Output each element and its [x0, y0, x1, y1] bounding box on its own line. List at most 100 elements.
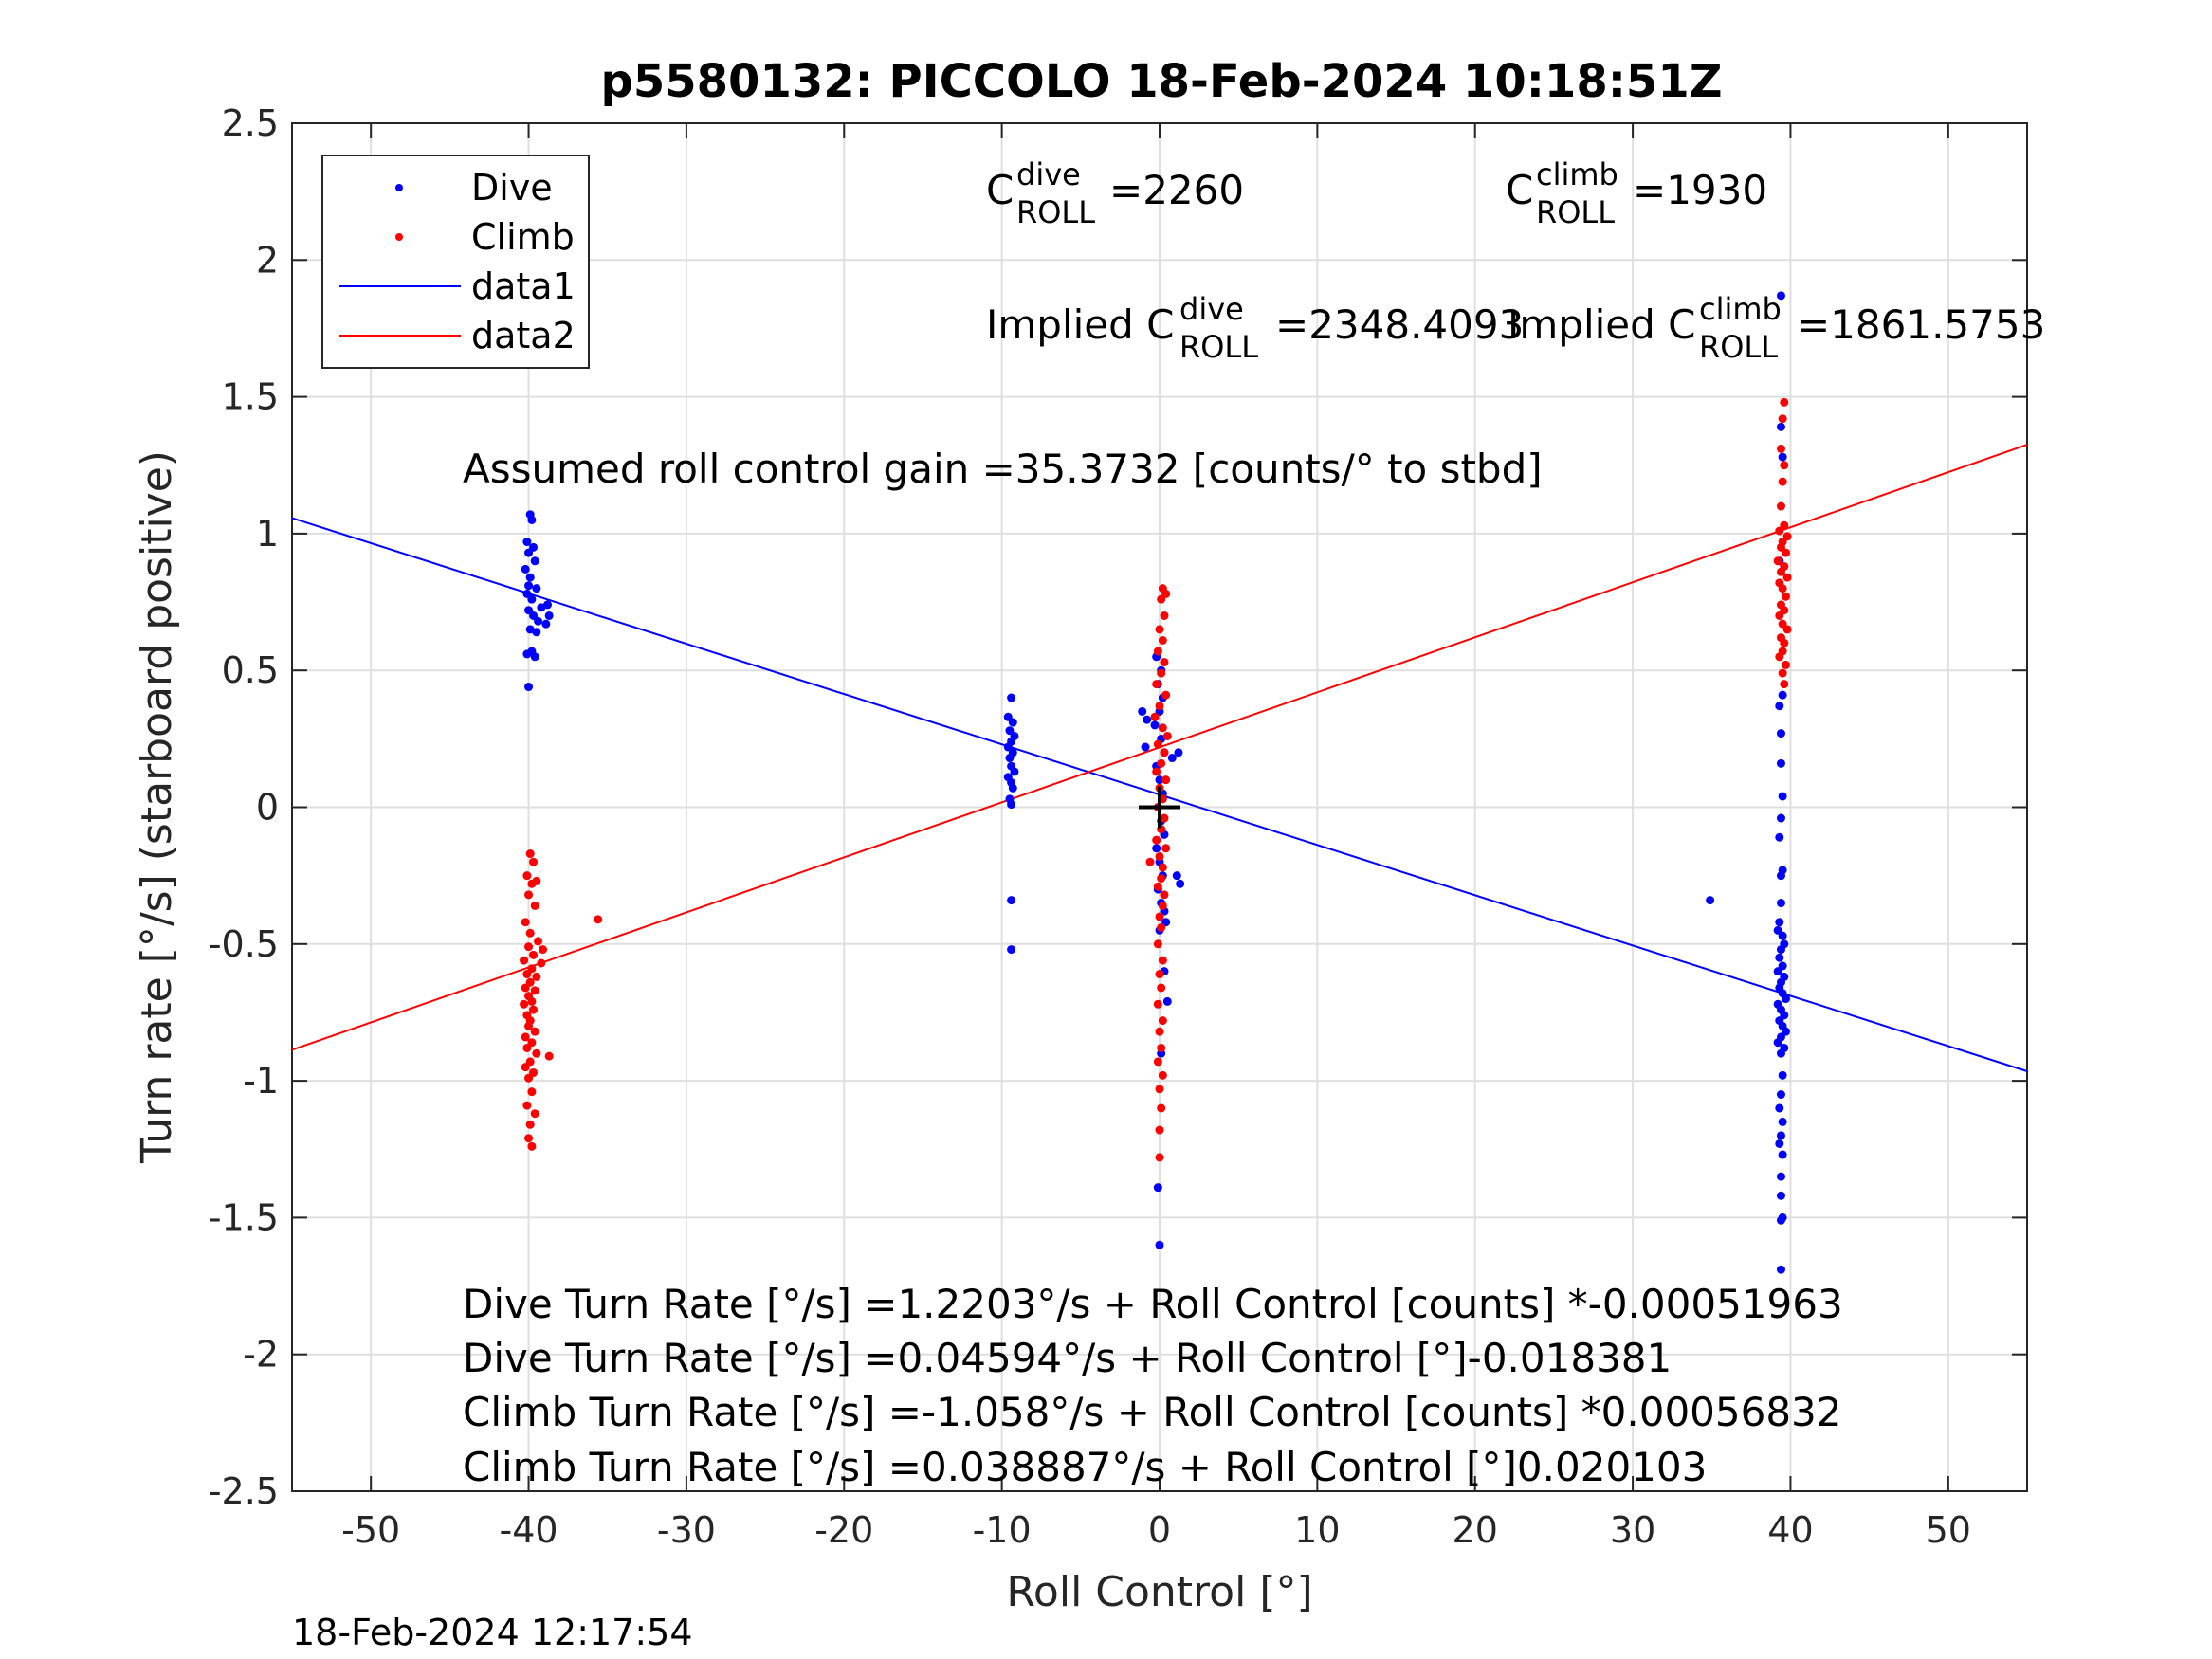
point-climb — [530, 1027, 539, 1036]
point-climb — [1780, 397, 1789, 407]
point-climb — [1155, 625, 1164, 634]
point-climb — [1155, 1027, 1164, 1036]
point-climb — [522, 871, 532, 881]
legend-data2-label: data2 — [471, 315, 576, 356]
point-climb — [1776, 567, 1785, 576]
point-dive — [1778, 690, 1787, 700]
svg-text:climb: climb — [1699, 291, 1782, 327]
point-climb — [1157, 1103, 1166, 1113]
point-climb — [532, 972, 541, 981]
legend-dive-label: Dive — [471, 167, 553, 209]
legend: Dive Climb data1 data2 — [321, 155, 590, 369]
point-dive — [1778, 931, 1787, 940]
point-dive — [1167, 754, 1177, 763]
point-dive — [1775, 1103, 1784, 1113]
point-climb — [1775, 611, 1784, 620]
axis-ticks: -50 -40 -30 -20 -10 0 10 20 30 40 50-2.5-2-1.5-1-0… — [209, 102, 2027, 1551]
point-climb — [1155, 970, 1164, 979]
point-climb — [522, 1043, 532, 1052]
point-climb — [522, 1101, 532, 1110]
point-dive — [1778, 1150, 1787, 1159]
legend-climb-label: Climb — [471, 216, 575, 258]
origin-marker — [1139, 786, 1180, 829]
point-dive — [522, 538, 532, 547]
legend-dive-marker — [395, 184, 403, 191]
point-dive — [1152, 844, 1161, 853]
annotation-eq4: Climb Turn Rate [°/s] =0.038887°/s + Rol… — [463, 1444, 1707, 1490]
point-dive — [1005, 754, 1015, 763]
point-climb — [537, 958, 546, 968]
annotation-c-dive: C dive ROLL =2260 — [986, 156, 1244, 230]
point-dive — [525, 573, 535, 582]
point-climb — [1157, 922, 1166, 932]
point-dive — [1776, 1215, 1785, 1225]
point-climb — [1155, 1153, 1164, 1162]
y-tick-label: 0 — [256, 787, 279, 829]
svg-text:ROLL: ROLL — [1699, 329, 1778, 365]
point-dive — [524, 581, 534, 591]
point-climb — [544, 1051, 554, 1061]
svg-text:dive: dive — [1016, 156, 1081, 192]
point-dive — [1776, 1048, 1785, 1058]
y-tick-label: -2 — [243, 1334, 279, 1376]
point-dive — [532, 628, 541, 637]
point-dive — [524, 548, 534, 557]
point-climb — [525, 849, 535, 859]
point-dive — [1778, 792, 1787, 801]
point-climb — [1153, 882, 1162, 891]
x-tick-label: -10 — [973, 1509, 1032, 1551]
point-climb — [1773, 556, 1782, 566]
point-dive — [1775, 918, 1784, 927]
point-climb — [520, 956, 529, 965]
point-climb — [1162, 731, 1172, 740]
point-dive — [1776, 899, 1785, 908]
point-climb — [524, 890, 534, 900]
point-climb — [532, 1048, 541, 1058]
x-tick-label: -50 — [341, 1509, 400, 1551]
svg-text:=1930: =1930 — [1633, 167, 1767, 213]
point-climb — [1161, 844, 1171, 853]
legend-climb-marker — [395, 233, 403, 241]
point-dive — [1776, 813, 1785, 823]
point-climb — [1160, 611, 1169, 620]
point-climb — [1776, 501, 1785, 511]
point-dive — [1776, 945, 1785, 955]
point-dive — [1778, 1070, 1787, 1080]
point-climb — [1781, 660, 1790, 669]
point-dive — [541, 619, 551, 629]
point-climb — [1775, 526, 1784, 536]
point-climb — [521, 983, 530, 993]
point-climb — [1158, 1016, 1167, 1026]
point-dive — [1162, 996, 1172, 1006]
y-tick-label: -2.5 — [209, 1470, 279, 1512]
point-climb — [539, 945, 548, 955]
point-climb — [524, 942, 534, 952]
svg-text:Implied C: Implied C — [1508, 301, 1695, 348]
point-dive — [532, 584, 541, 593]
annotation-c-climb: C climb ROLL =1930 — [1506, 156, 1767, 230]
point-dive — [1775, 1139, 1784, 1148]
point-climb — [1152, 767, 1161, 776]
point-climb — [1158, 956, 1167, 965]
y-tick-label: 1 — [256, 513, 279, 555]
point-climb — [1158, 863, 1167, 872]
point-climb — [1153, 739, 1162, 749]
x-tick-label: -30 — [657, 1509, 716, 1551]
point-dive — [527, 594, 537, 604]
point-dive — [1176, 879, 1185, 888]
point-climb — [1155, 1125, 1164, 1135]
point-climb — [1161, 690, 1171, 700]
point-climb — [1157, 594, 1166, 604]
point-climb — [1778, 584, 1787, 593]
point-dive — [1007, 693, 1016, 702]
annotation-eq1: Dive Turn Rate [°/s] =1.2203°/s + Roll C… — [463, 1281, 1843, 1327]
point-climb — [1781, 592, 1790, 601]
point-climb — [1160, 658, 1169, 667]
point-climb — [529, 1005, 539, 1014]
point-climb — [1778, 477, 1787, 486]
point-climb — [1157, 758, 1166, 768]
point-climb — [1780, 680, 1789, 689]
point-climb — [1157, 983, 1166, 993]
point-climb — [1145, 857, 1155, 866]
